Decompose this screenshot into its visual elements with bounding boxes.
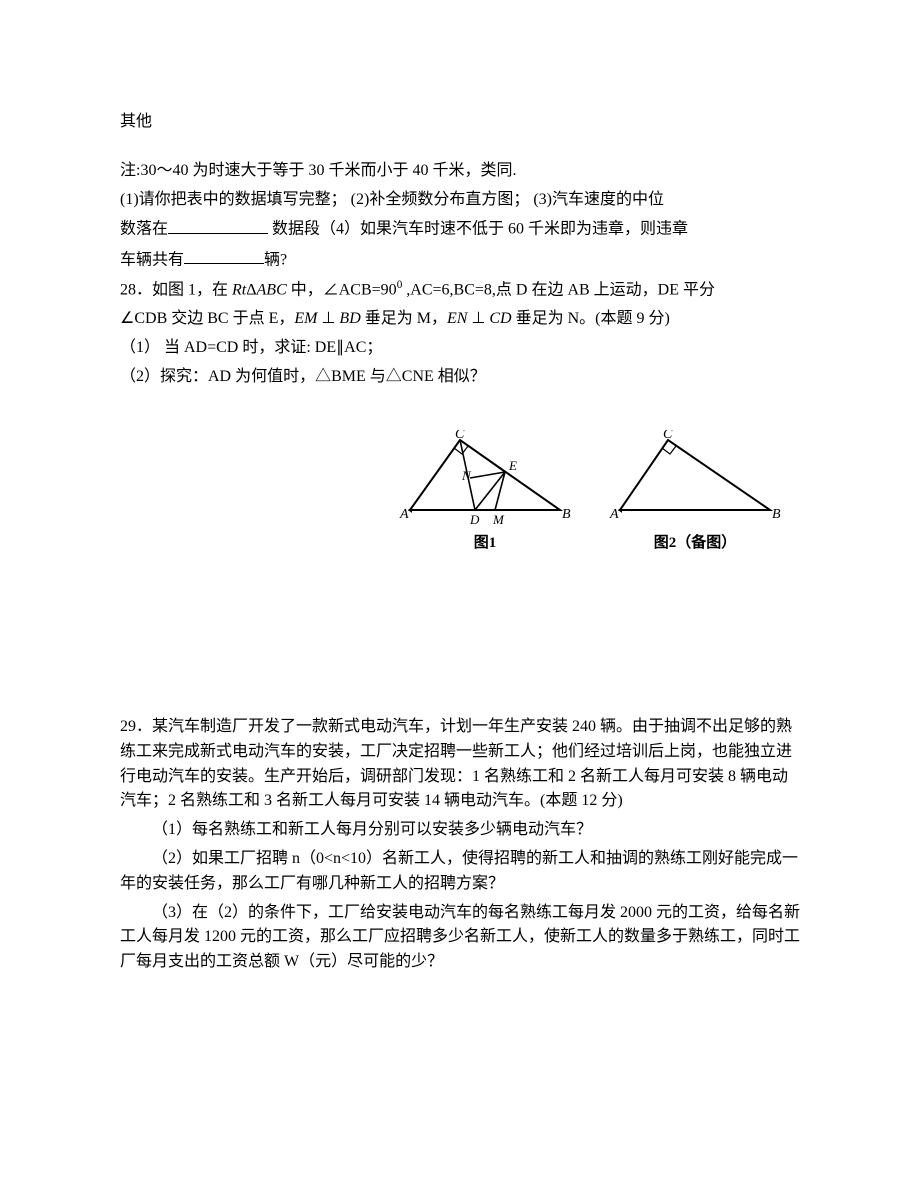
note-line: 注:30～40 为时速大于等于 30 千米而小于 40 千米，类同. [120, 159, 800, 184]
figure-1: A B C D M E N 图1 [390, 430, 580, 555]
q27-text-a: (1)请你把表中的数据填写完整； (2)补全频数分布直方图； (3)汽车速度的中… [120, 191, 664, 208]
figure-1-svg: A B C D M E N [390, 430, 580, 530]
svg-text:A: A [609, 507, 619, 522]
q28-rt: Rt [232, 282, 246, 299]
q27-text-d: 车辆共有 [120, 251, 184, 268]
q27-line1b: 数落在 数据段（4）如果汽车时速不低于 60 千米即为违章，则违章 [120, 216, 800, 242]
q28-sub2: （2）探究：AD 为何值时，△BME 与△CNE 相似？ [120, 365, 800, 390]
q28-en: EN [447, 310, 467, 327]
q28-line1: 28．如图 1，在 RtΔABC 中，∠ACB=900 ,AC=6,BC=8,点… [120, 277, 800, 303]
q28-mid2: ,AC=6,BC=8,点 D 在边 AB 上运动，DE 平分 [402, 282, 715, 299]
figure-2-svg: A B C [600, 430, 790, 530]
q28-sub1-text: （1） 当 AD=CD 时，求证: DE∥AC； [120, 339, 382, 356]
svg-text:C: C [663, 430, 673, 442]
q29-p2-text: （1）每名熟练工和新工人每月分别可以安装多少辆电动汽车？ [152, 821, 592, 838]
q28-prefix: 28．如图 1，在 [120, 282, 232, 299]
q29-p4: （3）在（2）的条件下，工厂给安装电动汽车的每名熟练工每月发 2000 元的工资… [120, 901, 800, 975]
figure-1-caption: 图1 [390, 532, 580, 555]
q29-p2: （1）每名熟练工和新工人每月分别可以安装多少辆电动汽车？ [120, 818, 800, 843]
svg-text:D: D [469, 512, 480, 527]
figure-2-caption: 图2（备图） [600, 532, 790, 555]
q28-bd: BD [339, 310, 360, 327]
svg-text:E: E [508, 458, 517, 473]
blank-vehicles [184, 247, 264, 265]
note-text: 注:30～40 为时速大于等于 30 千米而小于 40 千米，类同. [120, 162, 516, 179]
svg-text:B: B [772, 507, 781, 522]
q29-p3: （2）如果工厂招聘 n（0<n<10）名新工人，使得招聘的新工人和抽调的熟练工刚… [120, 847, 800, 897]
q27-text-b: 数落在 [120, 221, 168, 238]
q28-tri: Δ [246, 282, 256, 299]
svg-text:A: A [399, 507, 409, 522]
q28-l2a: ∠CDB 交边 BC 于点 E， [120, 310, 294, 327]
svg-text:M: M [492, 512, 505, 527]
q28-sub1: （1） 当 AD=CD 时，求证: DE∥AC； [120, 336, 800, 361]
q28-abc: ABC [257, 282, 287, 299]
q28-sub2-text: （2）探究：AD 为何值时，△BME 与△CNE 相似？ [120, 368, 486, 385]
figure-2: A B C 图2（备图） [600, 430, 790, 555]
q27-text-e: 辆? [264, 251, 287, 268]
q28-perp2: ⊥ [467, 310, 489, 327]
q28-perp1: ⊥ [317, 310, 339, 327]
q28-em: EM [294, 310, 317, 327]
q29-p3-text: （2）如果工厂招聘 n（0<n<10）名新工人，使得招聘的新工人和抽调的熟练工刚… [120, 850, 798, 892]
q27-line2: 车辆共有 辆? [120, 247, 800, 273]
svg-text:C: C [455, 430, 465, 442]
category-text: 其他 [120, 113, 152, 130]
q28-mid1: 中，∠ACB=90 [287, 282, 397, 299]
q29-p1-text: 29．某汽车制造厂开发了一款新式电动汽车，计划一年生产安装 240 辆。由于抽调… [120, 718, 792, 809]
q27-text-c: 数据段（4）如果汽车时速不低于 60 千米即为违章，则违章 [268, 221, 688, 238]
q28-l2b: 垂足为 M， [361, 310, 447, 327]
q27-line1: (1)请你把表中的数据填写完整； (2)补全频数分布直方图； (3)汽车速度的中… [120, 188, 800, 213]
q29-p1: 29．某汽车制造厂开发了一款新式电动汽车，计划一年生产安装 240 辆。由于抽调… [120, 715, 800, 814]
q29-p4-text: （3）在（2）的条件下，工厂给安装电动汽车的每名熟练工每月发 2000 元的工资… [120, 904, 800, 971]
q28-line2: ∠CDB 交边 BC 于点 E，EM ⊥ BD 垂足为 M，EN ⊥ CD 垂足… [120, 307, 800, 332]
q28-l2c: 垂足为 N。(本题 9 分) [512, 310, 670, 327]
category-header: 其他 [120, 110, 800, 135]
q28-cd: CD [489, 310, 511, 327]
svg-text:B: B [562, 507, 571, 522]
blank-median [168, 216, 268, 234]
figures-row: A B C D M E N 图1 A B C 图2（备图） [120, 430, 800, 555]
svg-text:N: N [461, 468, 472, 483]
